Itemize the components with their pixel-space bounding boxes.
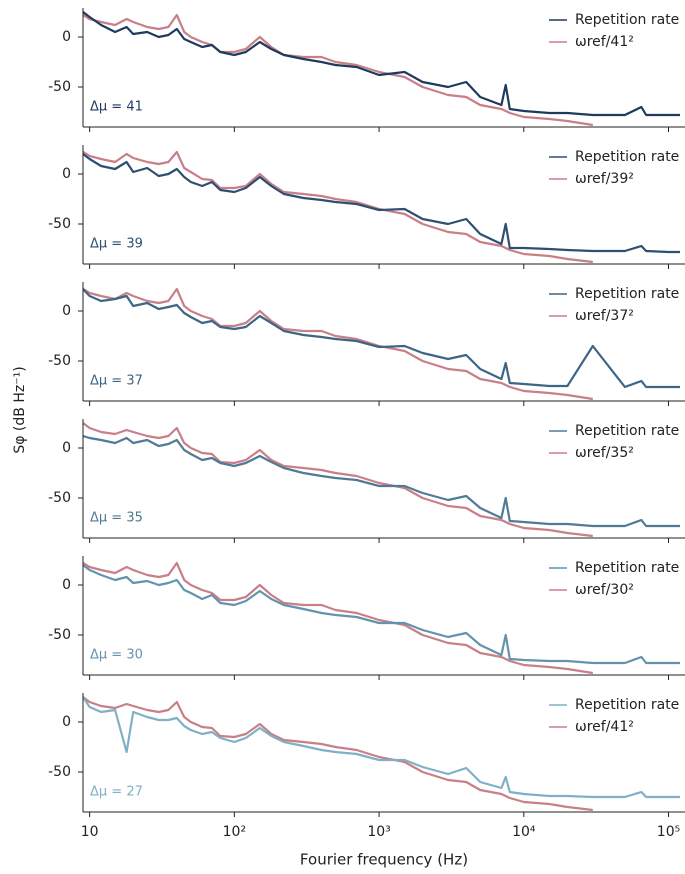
x-axis-label: Fourier frequency (Hz): [300, 851, 468, 869]
series-line: [83, 13, 593, 127]
series-line: [83, 11, 680, 117]
series-line: [83, 434, 680, 528]
y-tick-label: 0: [62, 29, 71, 45]
annotation: Δμ = 35: [90, 511, 143, 526]
annotation: Δμ = 30: [90, 648, 143, 663]
series-line: [83, 696, 593, 812]
legend-label: Repetition rate: [575, 12, 679, 28]
annotation: Δμ = 37: [90, 374, 143, 389]
x-tick-label: 10: [81, 824, 99, 840]
series-line: [83, 150, 593, 264]
legend-label: ωref/39²: [575, 171, 634, 187]
annotation: Δμ = 27: [90, 785, 143, 800]
y-tick-label: 0: [62, 166, 71, 182]
series-line: [83, 696, 680, 799]
y-tick-label: -50: [48, 353, 71, 369]
series-line: [83, 287, 593, 401]
y-tick-label: 0: [62, 440, 71, 456]
y-tick-label: -50: [48, 764, 71, 780]
annotation: Δμ = 41: [90, 100, 143, 115]
legend-label: Repetition rate: [575, 423, 679, 439]
legend-label: ωref/41²: [575, 34, 634, 50]
legend-label: ωref/41²: [575, 719, 634, 735]
y-axis-label: Sφ (dB Hz⁻¹): [12, 366, 28, 453]
y-tick-label: 0: [62, 577, 71, 593]
annotation: Δμ = 39: [90, 237, 143, 252]
series-line: [83, 561, 593, 675]
legend-label: ωref/35²: [575, 445, 634, 461]
legend-label: Repetition rate: [575, 560, 679, 576]
y-tick-label: 0: [62, 714, 71, 730]
series-line: [83, 564, 680, 665]
x-tick-label: 10⁵: [657, 824, 680, 840]
legend-label: Repetition rate: [575, 697, 679, 713]
y-tick-label: -50: [48, 627, 71, 643]
x-tick-label: 10³: [367, 824, 390, 840]
y-tick-label: 0: [62, 303, 71, 319]
y-tick-label: -50: [48, 490, 71, 506]
y-tick-label: -50: [48, 216, 71, 232]
y-tick-label: -50: [48, 79, 71, 95]
series-line: [83, 153, 680, 254]
legend-label: ωref/30²: [575, 582, 634, 598]
legend-label: Repetition rate: [575, 149, 679, 165]
legend-label: ωref/37²: [575, 308, 634, 324]
x-tick-label: 10⁴: [512, 824, 536, 840]
series-line: [83, 288, 680, 389]
x-tick-label: 10²: [223, 824, 246, 840]
series-line: [83, 422, 593, 538]
legend-label: Repetition rate: [575, 286, 679, 302]
